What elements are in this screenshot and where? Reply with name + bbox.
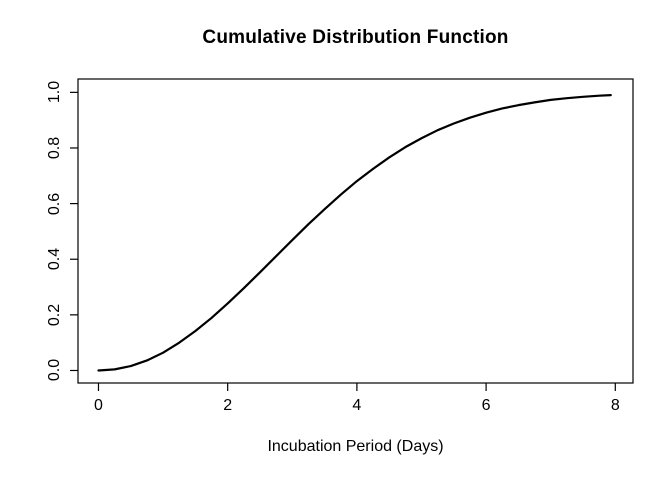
x-tick-label: 6 bbox=[481, 397, 491, 414]
x-tick-label: 8 bbox=[610, 397, 620, 414]
y-tick-label: 0.2 bbox=[46, 303, 63, 326]
y-tick-label: 0.0 bbox=[46, 359, 63, 382]
chart-title: Cumulative Distribution Function bbox=[202, 27, 509, 48]
x-tick-label: 2 bbox=[223, 397, 233, 414]
cdf-curve bbox=[97, 94, 612, 372]
y-tick-label: 1.0 bbox=[46, 81, 63, 104]
x-tick-label: 0 bbox=[94, 397, 103, 414]
x-axis-label: Incubation Period (Days) bbox=[267, 438, 444, 455]
plot-box bbox=[77, 78, 634, 384]
y-tick-label: 0.6 bbox=[46, 192, 63, 215]
y-tick-label: 0.8 bbox=[46, 136, 63, 160]
y-tick-label: 0.4 bbox=[46, 248, 63, 271]
x-tick-label: 4 bbox=[352, 397, 362, 414]
